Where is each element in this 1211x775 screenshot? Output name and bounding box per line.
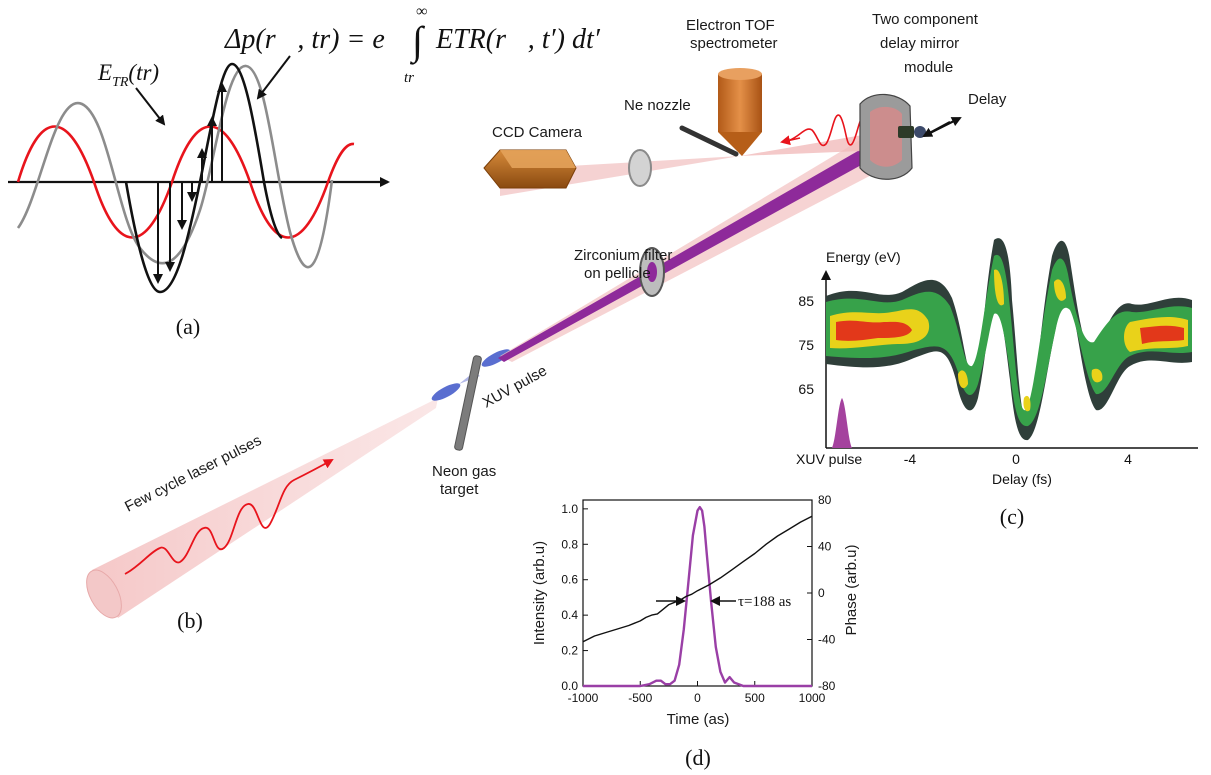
panel-b: Few cycle laser pulses Neon gas target X… — [86, 11, 1007, 633]
label-ccd-camera: CCD Camera — [492, 124, 583, 141]
xuv-spot — [481, 349, 511, 367]
panel-a: ETR(tr) Δp(r⃗, tr) = e ∫ ∞ tr ETR(r⃗, t′… — [8, 3, 601, 339]
spectrogram-ytick-65: 65 — [798, 381, 814, 397]
caption-b: (b) — [177, 608, 203, 633]
chart-ylabel: Intensity (arb.u) — [531, 541, 548, 645]
x-tick-label: 1000 — [799, 691, 826, 705]
chart-y2-ticks: -80 -40 0 40 80 — [807, 493, 836, 693]
y2-tick-label: 40 — [818, 540, 832, 554]
y2-tick-label: -40 — [818, 633, 836, 647]
xuv-beam — [498, 136, 892, 362]
phase-series-line — [582, 515, 813, 643]
formula-lhs: Δp(r⃗, tr) = e — [224, 24, 385, 55]
label-zr-filter-2: on pellicle — [584, 265, 651, 282]
caption-a: (a) — [176, 314, 200, 339]
camera-lens — [628, 149, 652, 187]
field-label: ETR(tr) — [97, 60, 159, 90]
fwhm-annotation: τ=188 as — [738, 594, 791, 610]
y2-tick-label: 0 — [818, 586, 825, 600]
field-pointer-arrow — [135, 87, 166, 126]
x-tick-label: 500 — [745, 691, 765, 705]
y2-tick-label: -80 — [818, 679, 836, 693]
electron-tof-spectrometer — [718, 68, 762, 156]
chart-frame — [582, 499, 813, 687]
spectrogram-xlabel: Delay (fs) — [992, 471, 1052, 487]
spectrogram-xuv-label: XUV pulse — [796, 451, 862, 467]
label-ne-nozzle: Ne nozzle — [624, 97, 691, 114]
integral-upper-limit: ∞ — [416, 3, 427, 20]
delay-mirror-module — [859, 93, 926, 180]
y-tick-label: 0.8 — [561, 537, 578, 551]
spectrogram-xtick-neg4: -4 — [904, 451, 917, 467]
y-tick-label: 1.0 — [561, 502, 578, 516]
chart-x-ticks: -1000 -500 0 500 1000 — [568, 681, 826, 705]
label-delay: Delay — [968, 91, 1007, 108]
x-tick-label: -1000 — [568, 691, 599, 705]
ccd-camera — [483, 149, 577, 189]
caption-c: (c) — [1000, 504, 1024, 529]
chart-y-ticks: 0.0 0.2 0.4 0.6 0.8 1.0 — [561, 502, 588, 693]
momentum-arrows — [153, 82, 227, 284]
electric-field-curve — [16, 125, 355, 239]
intensity-series-line — [583, 505, 812, 688]
label-tof: Electron TOF — [686, 17, 775, 34]
spectrogram-xtick-4: 4 — [1124, 451, 1132, 467]
y-tick-label: 0.4 — [561, 608, 578, 622]
chart-y2label: Phase (arb.u) — [843, 545, 860, 636]
reflected-pulse-arrow — [780, 135, 801, 146]
label-zr-filter: Zirconium filter — [574, 247, 672, 264]
label-mirror-2: delay mirror — [880, 35, 959, 52]
formula-integrand: ETR(r⃗, t′) dt′ — [435, 24, 601, 55]
label-neon-target-2: target — [440, 481, 479, 498]
y-tick-label: 0.6 — [561, 573, 578, 587]
laser-pulse-waveform — [124, 459, 334, 575]
integral-lower-limit: tr — [404, 70, 414, 86]
caption-d: (d) — [685, 745, 711, 770]
panel-d: -1000 -500 0 500 1000 0.0 0.2 0.4 0.6 0.8 1.0 -80… — [531, 493, 860, 770]
return-beam — [740, 132, 886, 156]
focus-spot — [431, 383, 461, 401]
xuv-pulse-marker — [832, 398, 852, 448]
y-tick-label: 0.0 — [561, 679, 578, 693]
neon-gas-target — [454, 355, 482, 451]
spectrogram-trace — [826, 238, 1192, 441]
spectrogram-ytick-85: 85 — [798, 293, 814, 309]
vector-potential-curve — [16, 64, 334, 269]
label-mirror-3: module — [904, 59, 953, 76]
x-tick-label: -500 — [628, 691, 652, 705]
panel-c: Energy (eV) 85 75 65 XUV pulse -4 0 4 De… — [796, 238, 1198, 529]
spectrogram-ylabel: Energy (eV) — [826, 249, 901, 265]
filter-aperture — [647, 262, 657, 282]
laser-beam-aperture — [86, 569, 122, 619]
label-tof-2: spectrometer — [690, 35, 778, 52]
label-xuv-pulse: XUV pulse — [480, 362, 550, 411]
delay-arrow-in — [922, 121, 951, 137]
spectrogram-xtick-0: 0 — [1012, 451, 1020, 467]
chart-xlabel: Time (as) — [667, 711, 730, 728]
label-neon-target: Neon gas — [432, 463, 496, 480]
spectrogram-ytick-75: 75 — [798, 337, 814, 353]
ne-nozzle — [679, 125, 739, 157]
label-mirror: Two component — [872, 11, 979, 28]
y2-tick-label: 80 — [818, 493, 832, 507]
momentum-pointer-arrow — [256, 55, 291, 100]
y-tick-label: 0.2 — [561, 644, 578, 658]
integral-sign: ∫ — [409, 18, 426, 65]
x-tick-label: 0 — [694, 691, 701, 705]
